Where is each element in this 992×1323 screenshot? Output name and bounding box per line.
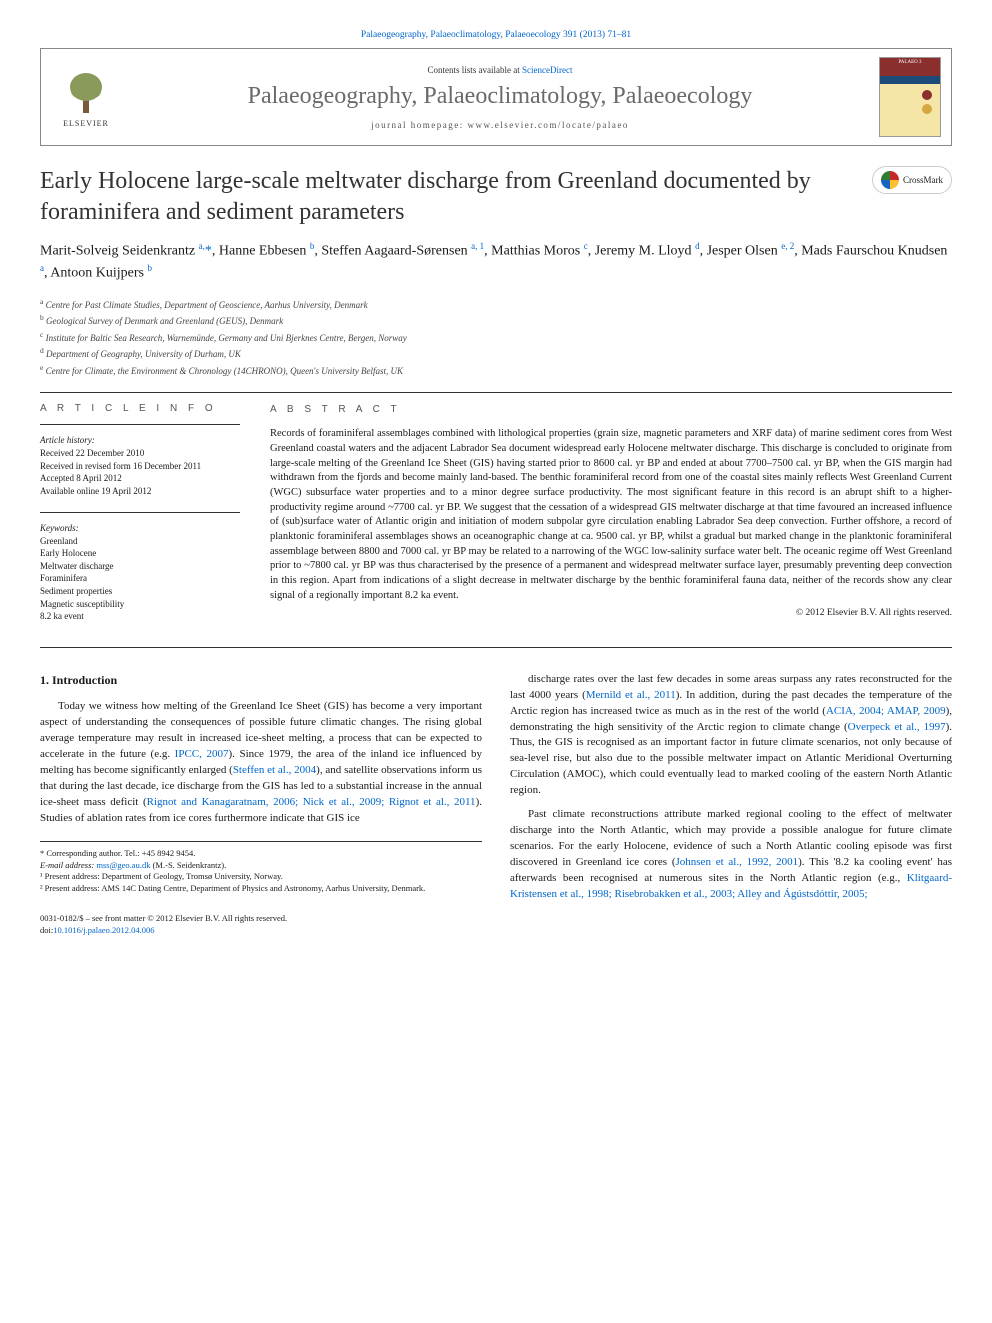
cover-dot — [922, 90, 932, 100]
email-label: E-mail address: — [40, 860, 94, 870]
contents-line: Contents lists available at ScienceDirec… — [121, 65, 879, 75]
issn-doi-block: 0031-0182/$ – see front matter © 2012 El… — [40, 913, 482, 937]
info-abstract-row: A R T I C L E I N F O Article history: R… — [40, 403, 952, 637]
keyword: Early Holocene — [40, 547, 240, 560]
doi-label: doi: — [40, 925, 53, 935]
journal-name: Palaeogeography, Palaeoclimatology, Pala… — [121, 83, 879, 110]
footnote-2: ² Present address: AMS 14C Dating Centre… — [40, 883, 482, 895]
intro-paragraph-2: discharge rates over the last few decade… — [510, 672, 952, 800]
abstract: A B S T R A C T Records of foraminiferal… — [270, 403, 952, 637]
citation-link[interactable]: ACIA, 2004; AMAP, 2009 — [826, 705, 946, 717]
affiliation: e Centre for Climate, the Environment & … — [40, 362, 952, 379]
publisher-name: ELSEVIER — [63, 119, 109, 128]
crossmark-label: CrossMark — [903, 175, 943, 185]
history-label: Article history: — [40, 435, 240, 445]
section-heading-intro: 1. Introduction — [40, 672, 482, 689]
rule-bottom — [40, 647, 952, 648]
citation-link[interactable]: Steffen et al., 2004 — [233, 764, 316, 776]
column-right: discharge rates over the last few decade… — [510, 672, 952, 937]
keyword: Greenland — [40, 535, 240, 548]
cover-dot — [922, 104, 932, 114]
publisher-logo: ELSEVIER — [51, 57, 121, 137]
keywords-block: Keywords: GreenlandEarly HoloceneMeltwat… — [40, 523, 240, 623]
elsevier-tree-icon — [61, 67, 111, 117]
citation-link[interactable]: Johnsen et al., 1992, 2001 — [676, 856, 799, 868]
affiliation: a Centre for Past Climate Studies, Depar… — [40, 296, 952, 313]
journal-cover-thumbnail: PALAEO 3 — [879, 57, 941, 137]
citation-link[interactable]: Mernild et al., 2011 — [586, 689, 676, 701]
sciencedirect-link[interactable]: ScienceDirect — [522, 65, 572, 75]
history-line: Available online 19 April 2012 — [40, 485, 240, 498]
crossmark-icon — [881, 171, 899, 189]
body-columns: 1. Introduction Today we witness how mel… — [40, 672, 952, 937]
footnote-1: ¹ Present address: Department of Geology… — [40, 871, 482, 883]
doi-link[interactable]: 10.1016/j.palaeo.2012.04.006 — [53, 925, 154, 935]
contents-prefix: Contents lists available at — [428, 65, 522, 75]
history-line: Received 22 December 2010 — [40, 447, 240, 460]
column-left: 1. Introduction Today we witness how mel… — [40, 672, 482, 937]
citation-link[interactable]: Klitgaard-Kristensen et al., 1998; Riseb… — [510, 872, 952, 900]
abstract-copyright: © 2012 Elsevier B.V. All rights reserved… — [270, 607, 952, 620]
crossmark-badge[interactable]: CrossMark — [872, 166, 952, 194]
article-history: Article history: Received 22 December 20… — [40, 435, 240, 497]
running-head: Palaeogeography, Palaeoclimatology, Pala… — [40, 30, 952, 40]
keyword: Meltwater discharge — [40, 560, 240, 573]
keyword: 8.2 ka event — [40, 610, 240, 623]
citation-link[interactable]: Rignot and Kanagaratnam, 2006; Nick et a… — [147, 796, 476, 808]
email-line: E-mail address: mss@geo.au.dk (M.-S. Sei… — [40, 860, 482, 872]
abstract-text: Records of foraminiferal assemblages com… — [270, 427, 952, 603]
journal-homepage: journal homepage: www.elsevier.com/locat… — [121, 120, 879, 130]
issn-line: 0031-0182/$ – see front matter © 2012 El… — [40, 913, 482, 925]
keyword: Sediment properties — [40, 585, 240, 598]
affiliation: c Institute for Baltic Sea Research, War… — [40, 329, 952, 346]
affiliation: b Geological Survey of Denmark and Green… — [40, 312, 952, 329]
corresponding-author: * Corresponding author. Tel.: +45 8942 9… — [40, 848, 482, 860]
running-head-link[interactable]: Palaeogeography, Palaeoclimatology, Pala… — [361, 30, 631, 40]
article-info-heading: A R T I C L E I N F O — [40, 403, 240, 414]
title-row: Early Holocene large-scale meltwater dis… — [40, 166, 952, 228]
history-line: Accepted 8 April 2012 — [40, 472, 240, 485]
authors-line: Marit-Solveig Seidenkrantz a,*, Hanne Eb… — [40, 240, 952, 283]
keyword: Foraminifera — [40, 572, 240, 585]
email-who: (M.-S. Seidenkrantz). — [153, 860, 227, 870]
keyword: Magnetic susceptibility — [40, 598, 240, 611]
keywords-label: Keywords: — [40, 523, 240, 533]
rule-top — [40, 392, 952, 393]
journal-header: ELSEVIER Contents lists available at Sci… — [40, 48, 952, 146]
doi-line: doi:10.1016/j.palaeo.2012.04.006 — [40, 925, 482, 937]
cover-title: PALAEO 3 — [880, 58, 940, 76]
abstract-heading: A B S T R A C T — [270, 403, 952, 417]
citation-link[interactable]: Overpeck et al., 1997 — [848, 721, 946, 733]
intro-paragraph-3: Past climate reconstructions attribute m… — [510, 807, 952, 903]
footnotes: * Corresponding author. Tel.: +45 8942 9… — [40, 841, 482, 896]
rule-info-2 — [40, 512, 240, 513]
history-line: Received in revised form 16 December 201… — [40, 460, 240, 473]
affiliations: a Centre for Past Climate Studies, Depar… — [40, 296, 952, 379]
intro-paragraph-1: Today we witness how melting of the Gree… — [40, 699, 482, 827]
article-info: A R T I C L E I N F O Article history: R… — [40, 403, 240, 637]
email-link[interactable]: mss@geo.au.dk — [96, 860, 150, 870]
cover-band — [880, 76, 940, 84]
citation-link[interactable]: IPCC, 2007 — [175, 748, 229, 760]
header-center: Contents lists available at ScienceDirec… — [121, 65, 879, 130]
affiliation: d Department of Geography, University of… — [40, 345, 952, 362]
article-title: Early Holocene large-scale meltwater dis… — [40, 166, 872, 228]
rule-info-1 — [40, 424, 240, 425]
